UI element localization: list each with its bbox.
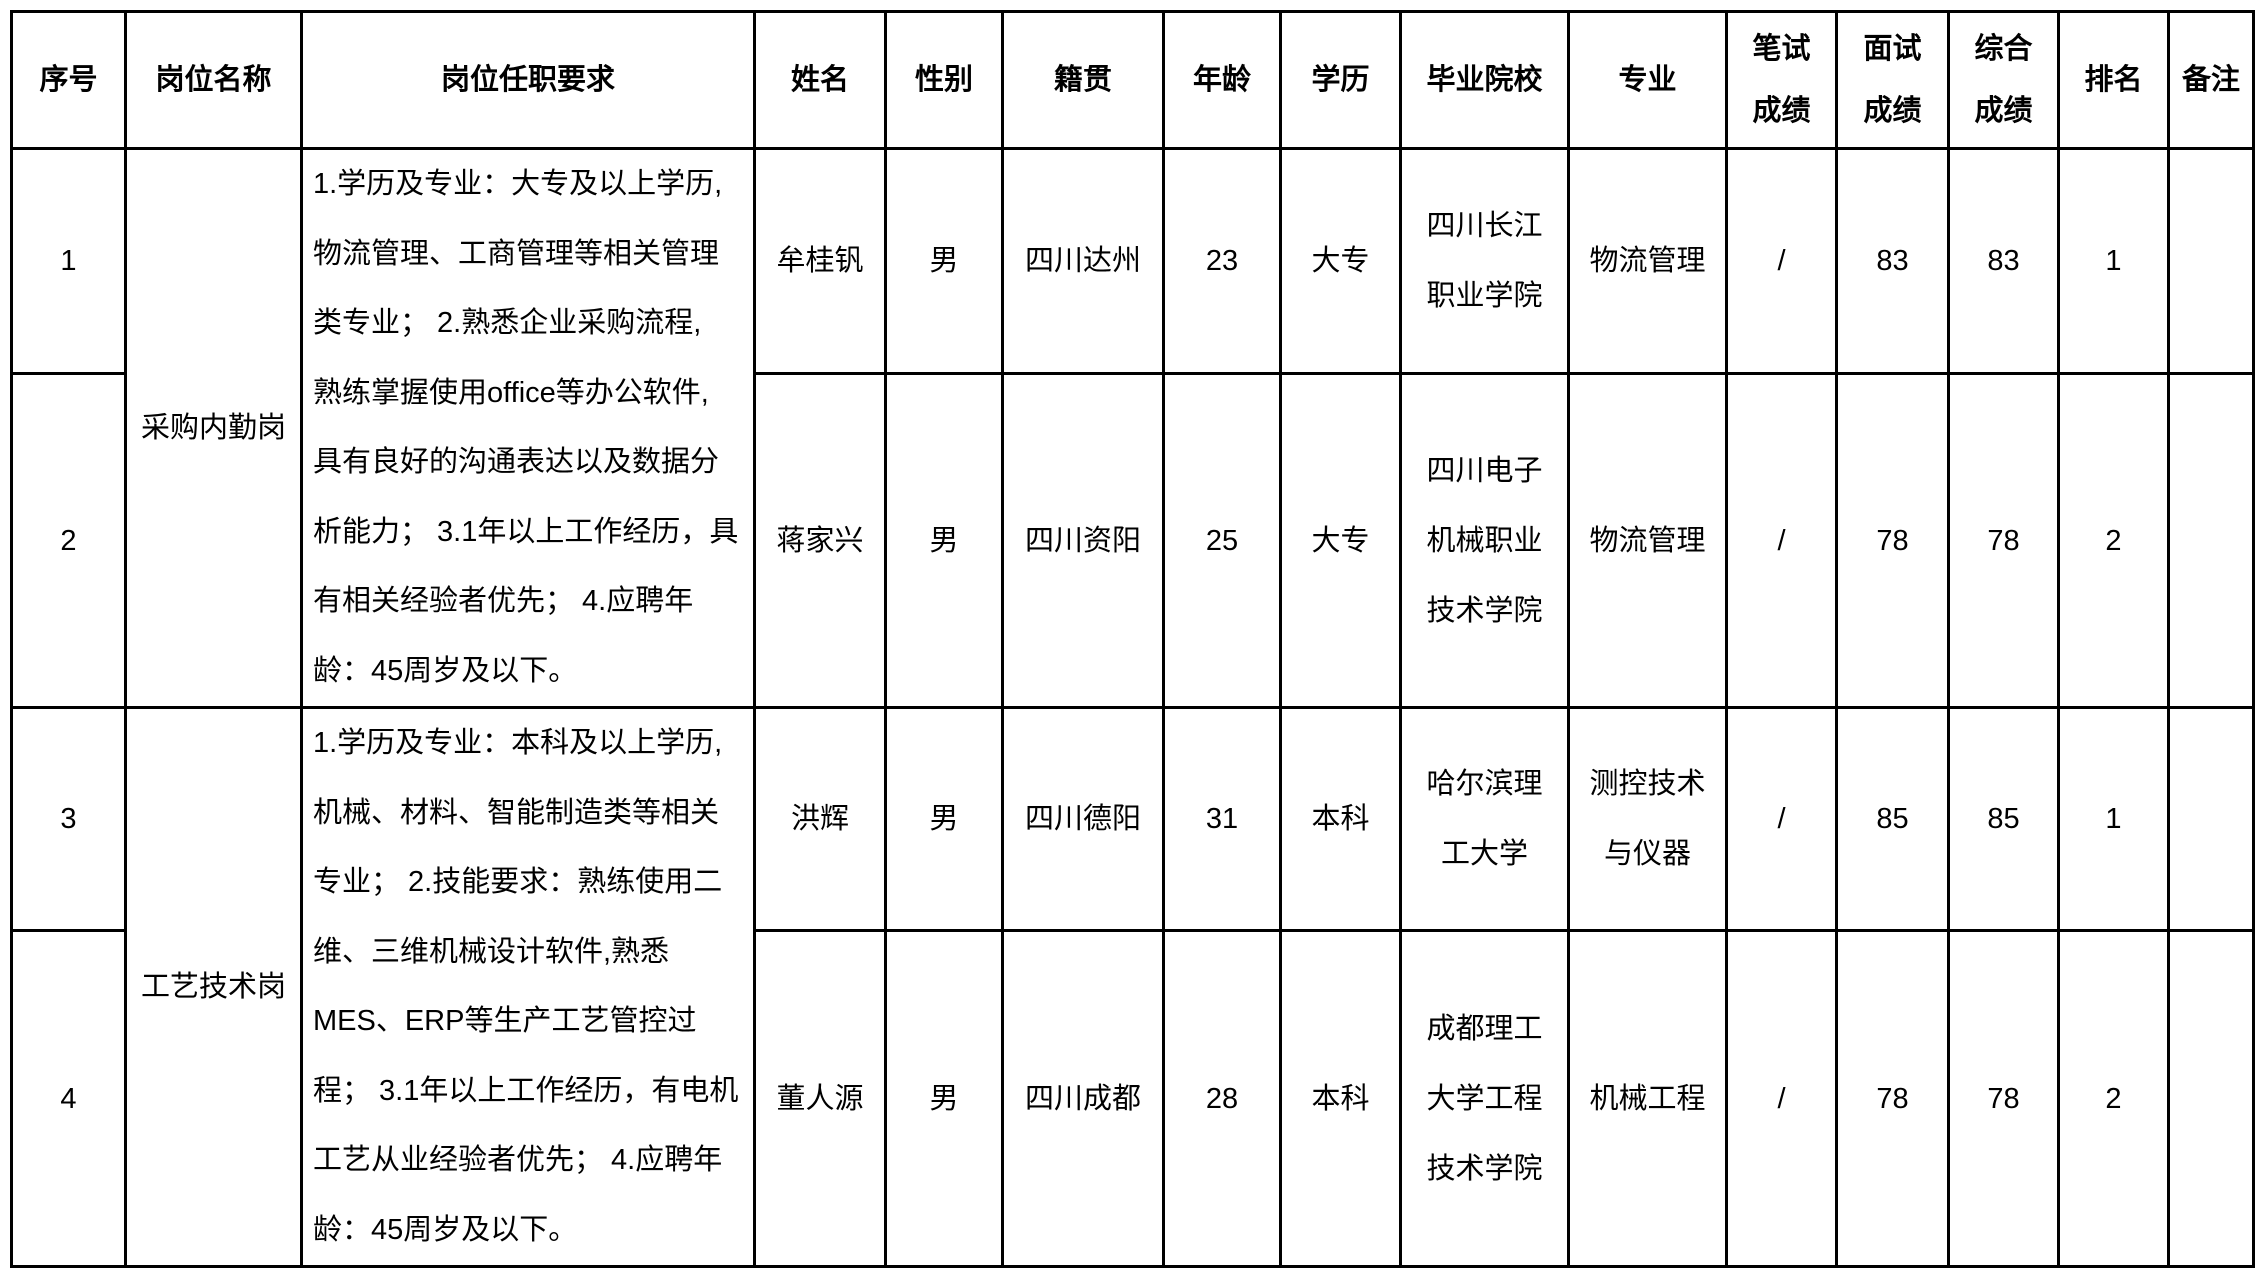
cell-major: 物流管理 <box>1567 372 1728 709</box>
header-name: 姓名 <box>753 10 887 150</box>
header-gender: 性别 <box>884 10 1004 150</box>
header-requirements: 岗位任职要求 <box>300 10 756 150</box>
header-age: 年龄 <box>1162 10 1282 150</box>
recruitment-results-table: 序号 岗位名称 岗位任职要求 姓名 性别 籍贯 年龄 学历 毕业院校 专业 笔试… <box>10 10 2255 1268</box>
header-native-place: 籍贯 <box>1001 10 1165 150</box>
cell-interview-score: 78 <box>1835 372 1950 709</box>
cell-school: 四川电子 机械职业 技术学院 <box>1399 372 1570 709</box>
cell-education: 大专 <box>1279 372 1402 709</box>
cell-rank: 2 <box>2057 372 2170 709</box>
cell-age: 31 <box>1162 706 1282 932</box>
cell-seq: 2 <box>10 372 127 709</box>
cell-school: 哈尔滨理 工大学 <box>1399 706 1570 932</box>
cell-major: 物流管理 <box>1567 146 1728 376</box>
cell-name: 蒋家兴 <box>753 372 887 709</box>
cell-seq: 4 <box>10 929 127 1268</box>
cell-gender: 男 <box>884 929 1004 1268</box>
cell-gender: 男 <box>884 372 1004 709</box>
cell-remarks <box>2167 929 2255 1268</box>
cell-major: 机械工程 <box>1567 929 1728 1268</box>
cell-education: 本科 <box>1279 929 1402 1268</box>
cell-position: 工艺技术岗 <box>124 706 303 1268</box>
header-major: 专业 <box>1567 10 1728 150</box>
cell-age: 23 <box>1162 146 1282 376</box>
cell-native-place: 四川德阳 <box>1001 706 1165 932</box>
cell-name: 洪辉 <box>753 706 887 932</box>
table-row: 2 蒋家兴 男 四川资阳 25 大专 四川电子 机械职业 技术学院 物流管理 /… <box>10 372 2255 709</box>
table-row: 4 董人源 男 四川成都 28 本科 成都理工 大学工程 技术学院 机械工程 /… <box>10 929 2255 1268</box>
cell-overall-score: 85 <box>1947 706 2060 932</box>
cell-native-place: 四川达州 <box>1001 146 1165 376</box>
cell-major: 测控技术 与仪器 <box>1567 706 1728 932</box>
header-position-name: 岗位名称 <box>124 10 303 150</box>
cell-remarks <box>2167 146 2255 376</box>
cell-position: 采购内勤岗 <box>124 147 303 709</box>
cell-age: 28 <box>1162 929 1282 1268</box>
cell-remarks <box>2167 706 2255 932</box>
cell-education: 大专 <box>1279 146 1402 376</box>
cell-rank: 1 <box>2057 706 2170 932</box>
cell-gender: 男 <box>884 146 1004 376</box>
cell-interview-score: 83 <box>1835 146 1950 376</box>
cell-education: 本科 <box>1279 706 1402 932</box>
cell-overall-score: 83 <box>1947 146 2060 376</box>
header-row: 序号 岗位名称 岗位任职要求 姓名 性别 籍贯 年龄 学历 毕业院校 专业 笔试… <box>10 10 2255 150</box>
cell-native-place: 四川成都 <box>1001 929 1165 1268</box>
cell-gender: 男 <box>884 706 1004 932</box>
cell-written-score: / <box>1725 146 1838 376</box>
cell-requirements: 1.学历及专业：本科及以上学历, 机械、材料、智能制造类等相关 专业； 2.技能… <box>300 706 756 1268</box>
cell-overall-score: 78 <box>1947 929 2060 1268</box>
cell-age: 25 <box>1162 372 1282 709</box>
cell-rank: 2 <box>2057 929 2170 1268</box>
cell-remarks <box>2167 372 2255 709</box>
cell-name: 董人源 <box>753 929 887 1268</box>
cell-overall-score: 78 <box>1947 372 2060 709</box>
header-education: 学历 <box>1279 10 1402 150</box>
header-school: 毕业院校 <box>1399 10 1570 150</box>
cell-seq: 1 <box>10 146 127 376</box>
header-interview-score: 面试 成绩 <box>1835 10 1950 150</box>
cell-native-place: 四川资阳 <box>1001 372 1165 709</box>
header-rank: 排名 <box>2057 10 2170 150</box>
cell-requirements: 1.学历及专业：大专及以上学历, 物流管理、工商管理等相关管理 类专业； 2.熟… <box>300 147 756 709</box>
table-row: 3 工艺技术岗 1.学历及专业：本科及以上学历, 机械、材料、智能制造类等相关 … <box>10 706 2255 1268</box>
cell-interview-score: 85 <box>1835 706 1950 932</box>
header-remarks: 备注 <box>2167 10 2255 150</box>
cell-name: 牟桂钒 <box>753 146 887 376</box>
header-seq: 序号 <box>10 10 127 150</box>
cell-interview-score: 78 <box>1835 929 1950 1268</box>
cell-school: 四川长江 职业学院 <box>1399 146 1570 376</box>
cell-school: 成都理工 大学工程 技术学院 <box>1399 929 1570 1268</box>
cell-written-score: / <box>1725 929 1838 1268</box>
cell-rank: 1 <box>2057 146 2170 376</box>
table-row: 1 采购内勤岗 1.学历及专业：大专及以上学历, 物流管理、工商管理等相关管理 … <box>10 146 2255 709</box>
cell-written-score: / <box>1725 706 1838 932</box>
header-overall-score: 综合 成绩 <box>1947 10 2060 150</box>
cell-seq: 3 <box>10 706 127 932</box>
header-written-score: 笔试 成绩 <box>1725 10 1838 150</box>
cell-written-score: / <box>1725 372 1838 709</box>
